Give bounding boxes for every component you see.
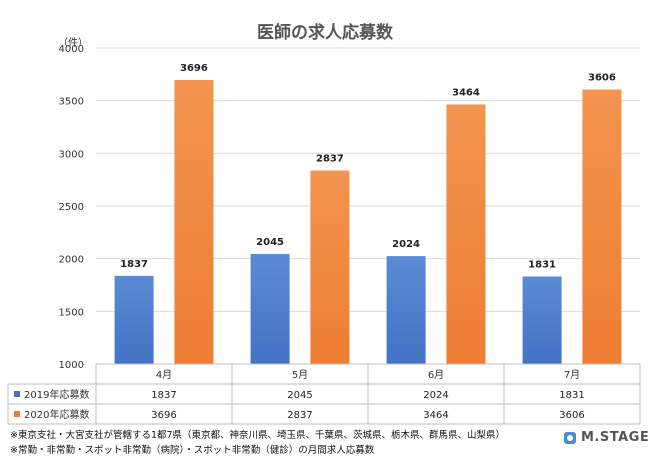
footnote-2: ※常勤・非常勤・スポット非常勤（病院）・スポット非常勤（健診）の月間求人応募数: [10, 445, 375, 456]
legend-swatch: [14, 411, 20, 417]
bar: [522, 276, 562, 364]
data-label: 3606: [588, 73, 616, 84]
x-tick-label: 4月: [156, 369, 172, 381]
logo-text: M.STAGE: [581, 430, 650, 445]
y-tick-label: 2500: [59, 202, 84, 213]
legend-label: 2020年応募数: [24, 408, 89, 421]
y-axis-unit: （件）: [58, 38, 88, 49]
table-cell: 1831: [559, 390, 584, 401]
x-tick-label: 6月: [428, 369, 444, 381]
data-label: 1831: [528, 259, 556, 270]
brand-logo: M.STAGE: [563, 430, 649, 445]
table-cell: 2045: [287, 390, 312, 401]
bar: [386, 256, 426, 364]
table-cell: 2837: [287, 410, 312, 421]
data-label: 3696: [180, 63, 208, 74]
bar: [310, 170, 350, 364]
y-tick-label: 3000: [59, 149, 84, 160]
bar: [114, 275, 154, 364]
logo-icon: [564, 431, 576, 444]
bar: [174, 80, 214, 364]
table-cell: 1837: [151, 390, 176, 401]
data-label: 1837: [120, 259, 148, 270]
legend-label: 2019年応募数: [24, 388, 89, 401]
legend-swatch: [14, 391, 20, 397]
y-tick-label: 1500: [59, 307, 84, 318]
y-tick-label: 2000: [59, 255, 84, 266]
table-cell: 3696: [151, 410, 176, 421]
bar: [446, 104, 486, 364]
bar-chart: 1000 1500 2000 2500 3000 3500 4000 4月 5月 6月 7月 2019…: [7, 44, 641, 425]
table-cell: 3464: [423, 410, 448, 421]
data-label: 3464: [452, 87, 480, 98]
y-tick-label: 4000: [59, 44, 84, 55]
x-tick-label: 7月: [564, 369, 580, 381]
x-tick-label: 5月: [292, 369, 308, 381]
table-cell: 3606: [559, 410, 584, 421]
y-tick-label: 3500: [59, 97, 84, 108]
table-cell: 2024: [423, 390, 448, 401]
data-label: 2837: [316, 154, 344, 165]
data-label: 2045: [256, 237, 284, 248]
data-label: 2024: [392, 239, 420, 250]
bar: [250, 253, 290, 364]
bar: [582, 89, 622, 364]
y-tick-label: 1000: [59, 360, 84, 371]
footnotes: ※東京支社・大宮支社が管轄する1都7県（東京都、神奈川県、埼玉県、千葉県、茨城県…: [10, 428, 505, 458]
chart-title: 医師の求人応募数: [257, 23, 393, 43]
footnote-1: ※東京支社・大宮支社が管轄する1都7県（東京都、神奈川県、埼玉県、千葉県、茨城県…: [10, 430, 506, 441]
